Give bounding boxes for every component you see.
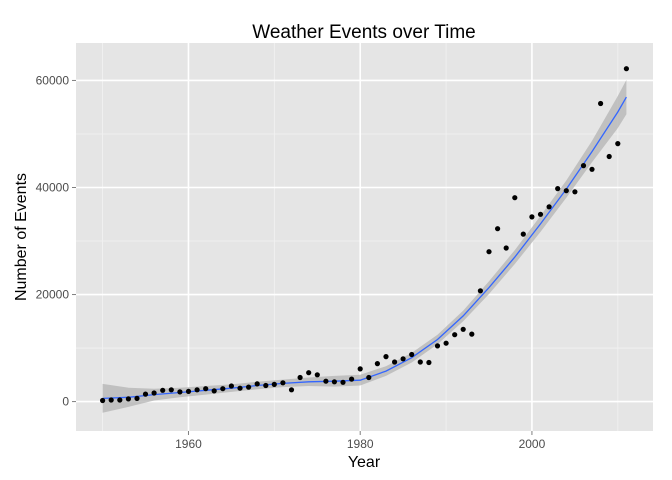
data-point: [288, 387, 295, 393]
data-point: [580, 163, 587, 169]
data-point: [100, 397, 106, 404]
data-point: [263, 382, 269, 389]
data-point: [383, 354, 389, 360]
data-point: [211, 388, 217, 394]
data-point: [486, 249, 492, 255]
data-point: [151, 390, 157, 396]
data-point: [185, 388, 192, 394]
x-tick-label: 1960: [175, 437, 202, 451]
y-tick-label: 60000: [36, 73, 70, 87]
data-point: [495, 226, 501, 232]
data-point: [323, 378, 329, 384]
data-point: [529, 214, 535, 220]
data-point: [125, 396, 131, 402]
data-point: [503, 245, 509, 251]
data-point: [537, 211, 544, 217]
confidence-band: [102, 79, 627, 413]
data-point: [417, 359, 423, 365]
data-point: [117, 397, 123, 403]
data-point: [254, 381, 260, 387]
x-axis-ticks: 1960 1980 2000: [175, 431, 546, 451]
data-point: [220, 386, 226, 392]
data-point: [374, 361, 380, 367]
plot-panel: [76, 43, 653, 431]
y-axis-ticks: 0 20000 40000 60000: [36, 73, 76, 409]
smooth-trend-line: [102, 96, 627, 400]
data-point: [452, 332, 458, 338]
data-point: [443, 340, 449, 346]
data-point: [237, 385, 243, 391]
data-point: [563, 188, 569, 194]
data-point: [340, 379, 346, 385]
data-point: [357, 366, 363, 372]
data-point: [314, 372, 320, 378]
data-point: [520, 231, 526, 237]
data-point: [546, 204, 552, 210]
data-point: [598, 100, 604, 107]
data-point: [246, 384, 252, 390]
data-point: [400, 356, 406, 362]
data-point: [203, 386, 209, 392]
data-point: [280, 380, 286, 386]
data-points: [100, 66, 630, 404]
data-point: [615, 141, 621, 147]
data-point: [142, 391, 149, 397]
data-point: [297, 374, 303, 381]
x-tick-label: 1980: [347, 437, 374, 451]
y-tick-label: 0: [62, 395, 69, 409]
data-point: [228, 383, 234, 389]
data-point: [349, 376, 355, 382]
data-point: [606, 153, 612, 160]
data-point: [177, 389, 183, 395]
y-tick-label: 40000: [36, 180, 70, 194]
data-point: [108, 397, 114, 403]
data-point: [134, 395, 140, 401]
data-point: [426, 359, 432, 366]
data-point: [434, 343, 441, 349]
data-point: [623, 66, 630, 72]
x-axis-title: Year: [348, 454, 381, 471]
data-point: [469, 331, 475, 337]
data-point: [306, 370, 312, 376]
data-point: [409, 351, 415, 358]
data-point: [572, 189, 578, 195]
data-point: [460, 326, 466, 332]
data-point: [194, 387, 200, 393]
data-point: [271, 381, 277, 387]
y-axis-title: Number of Events: [13, 173, 30, 301]
chart-title: Weather Events over Time: [252, 22, 476, 43]
data-point: [477, 288, 483, 294]
data-point: [366, 374, 372, 381]
y-tick-label: 20000: [36, 288, 70, 302]
x-tick-label: 2000: [519, 437, 546, 451]
data-point: [555, 186, 561, 192]
data-point: [589, 166, 595, 172]
data-point: [392, 359, 398, 365]
data-point: [331, 379, 337, 385]
data-point: [160, 387, 166, 393]
data-point: [168, 387, 174, 393]
data-point: [512, 195, 518, 201]
